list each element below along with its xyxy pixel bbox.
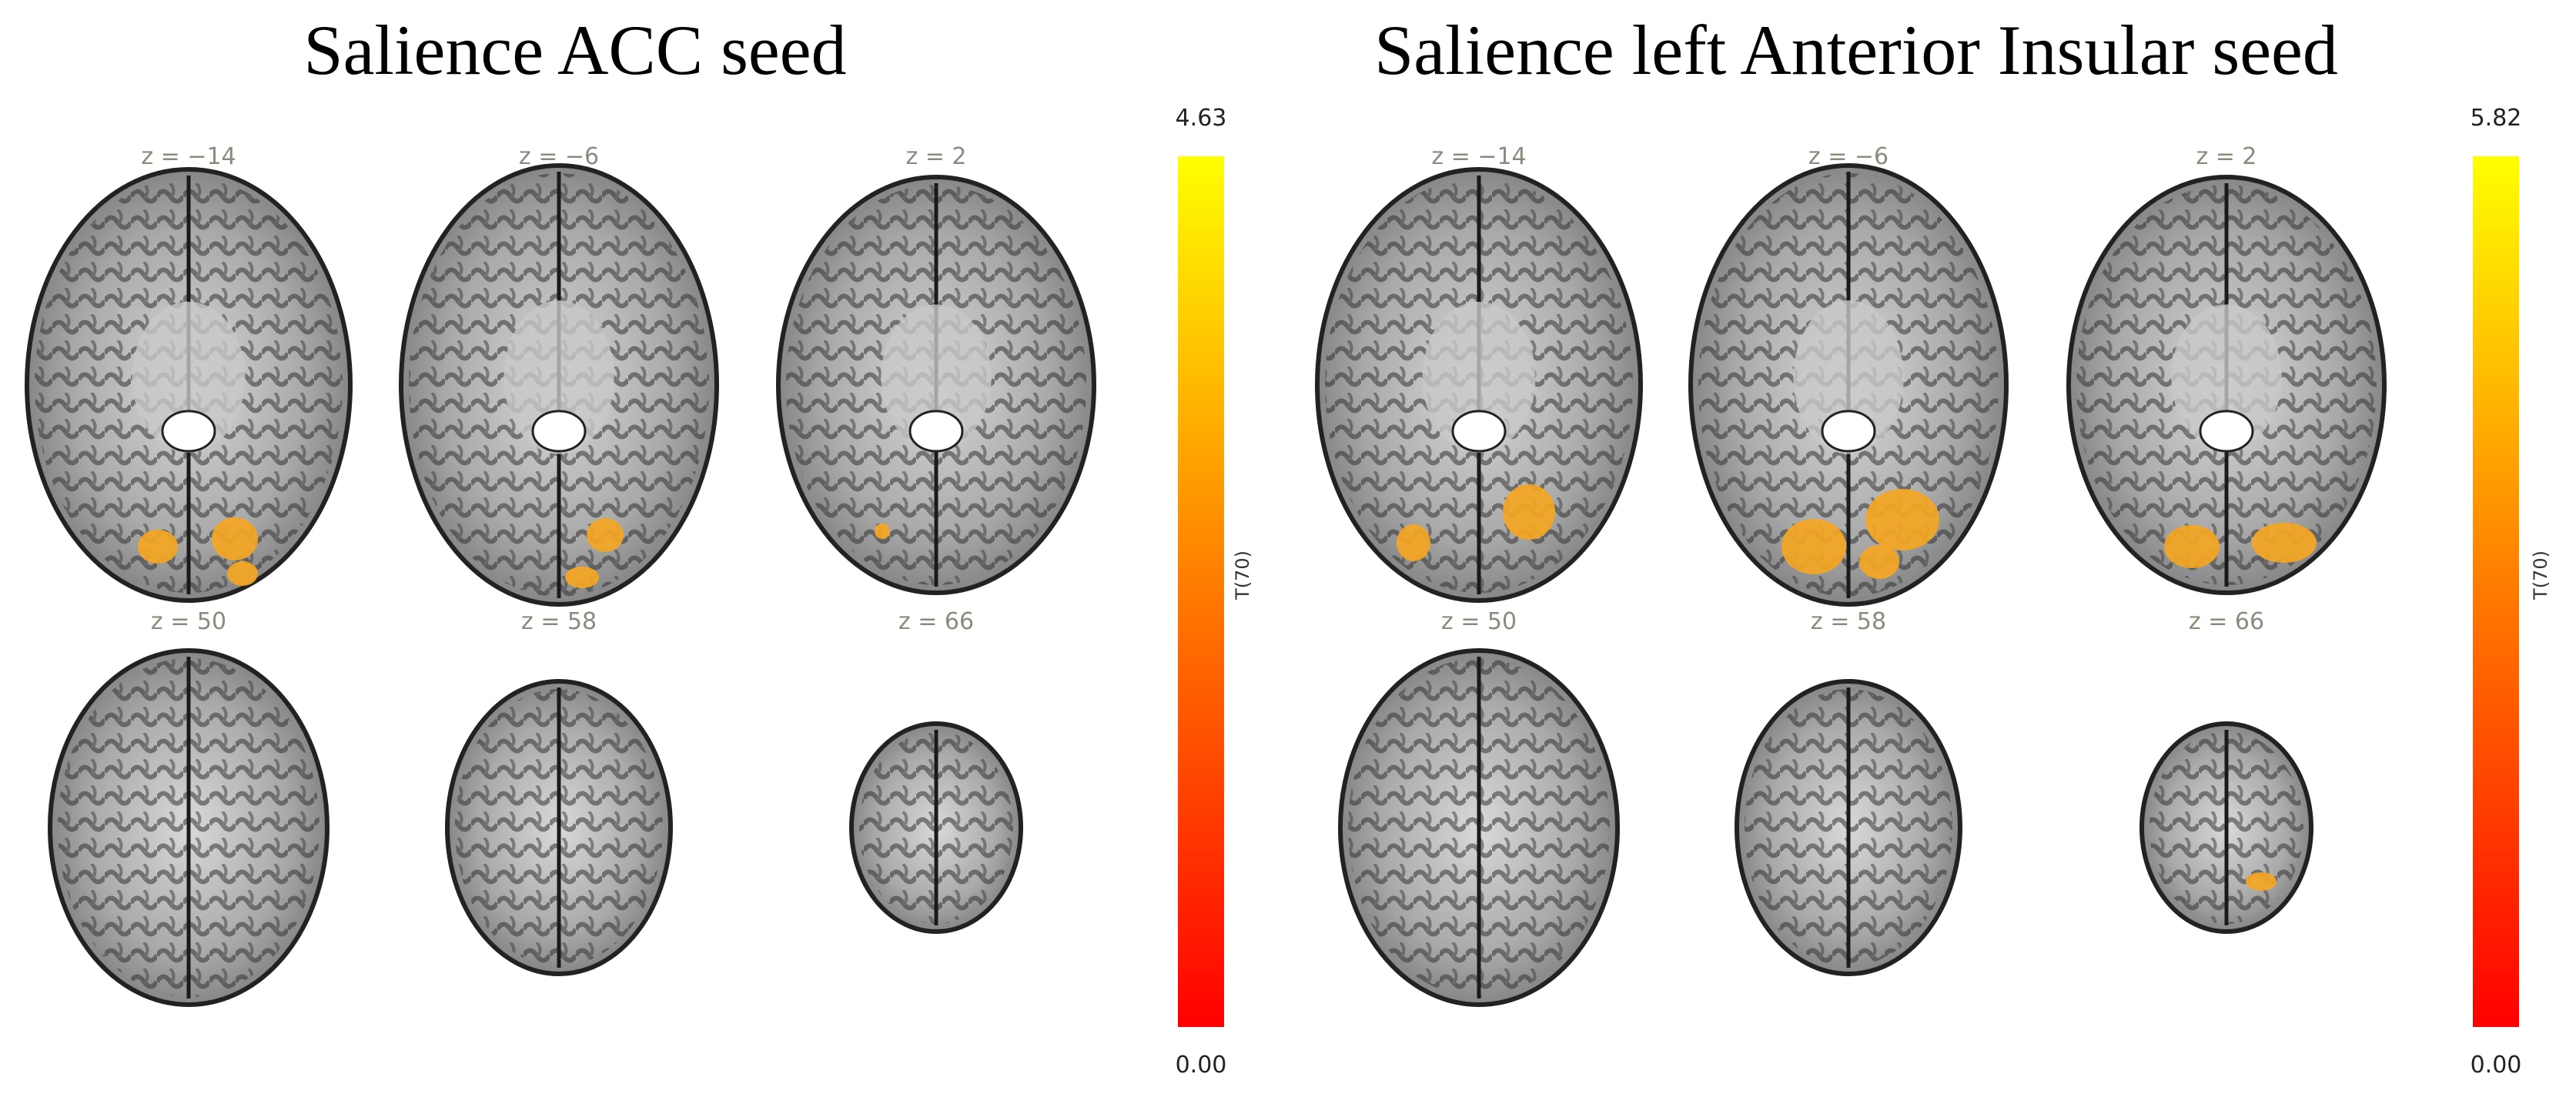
ventricle [161, 410, 216, 453]
slice-label: z = −14 [1431, 143, 1526, 170]
activation [587, 518, 624, 552]
slice-label: z = 58 [521, 608, 597, 635]
activation [1503, 484, 1555, 540]
deep-structure [132, 302, 246, 453]
activation [212, 517, 258, 560]
ventricle [2199, 410, 2254, 453]
colorbar-min: 0.00 [2471, 1052, 2522, 1079]
colorbar-max: 4.63 [1176, 105, 1227, 132]
colorbar [1178, 156, 1224, 1027]
slice-label: z = 2 [2196, 143, 2257, 170]
colorbar-label: T(70) [1232, 550, 1253, 600]
activation [1781, 519, 1846, 574]
ventricle [1451, 410, 1507, 453]
slice-label: z = −14 [141, 143, 236, 170]
slice-label: z = 66 [2189, 608, 2264, 635]
panel-title: Salience left Anterior Insular seed [1374, 11, 2338, 89]
activation [2164, 525, 2220, 568]
ventricle [1821, 410, 1876, 453]
slice-label: z = 50 [1441, 608, 1517, 635]
deep-structure [881, 304, 992, 450]
activation [1397, 524, 1430, 561]
deep-structure [1793, 300, 1904, 454]
activation [138, 530, 178, 564]
colorbar-label: T(70) [2530, 550, 2551, 600]
deep-structure [1422, 302, 1536, 453]
slice-label: z = 66 [898, 608, 974, 635]
ventricle [531, 410, 587, 453]
slice-label: z = 2 [905, 143, 966, 170]
activation [2246, 872, 2277, 891]
activation [875, 524, 890, 539]
colorbar [2473, 156, 2519, 1027]
panel-title: Salience ACC seed [303, 11, 846, 89]
activation [1859, 545, 1899, 579]
activation [2252, 523, 2317, 563]
activation [565, 567, 599, 588]
activation [1865, 489, 1939, 550]
slice-label: z = 50 [151, 608, 226, 635]
activation [227, 561, 258, 586]
colorbar-max: 5.82 [2471, 105, 2522, 132]
deep-structure [503, 300, 614, 454]
slice-label: z = 58 [1811, 608, 1886, 635]
ventricle [908, 410, 964, 453]
colorbar-min: 0.00 [1176, 1052, 1227, 1079]
deep-structure [2171, 304, 2282, 450]
